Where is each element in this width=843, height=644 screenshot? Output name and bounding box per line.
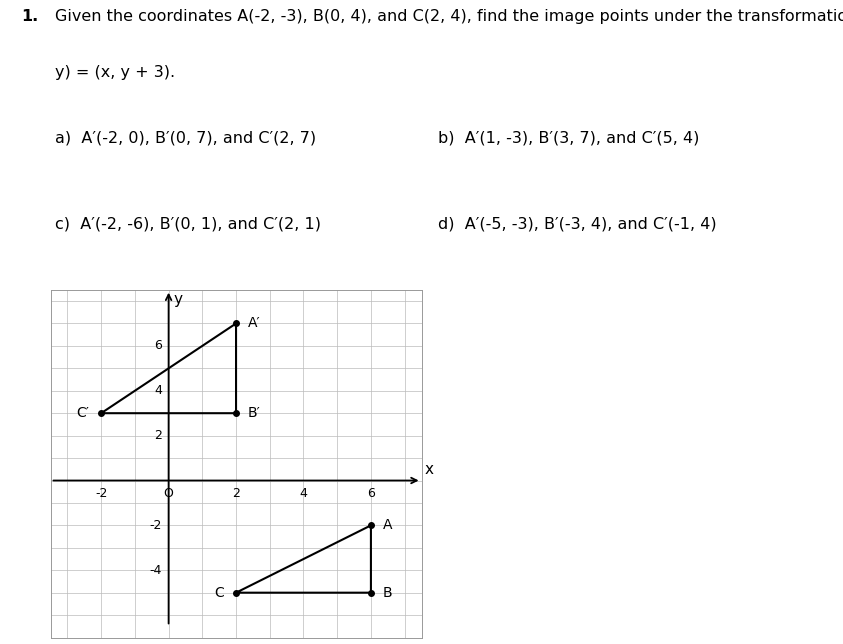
Text: -2: -2 <box>95 488 107 500</box>
Text: B: B <box>383 585 392 600</box>
Text: b)  A′(1, -3), B′(3, 7), and C′(5, 4): b) A′(1, -3), B′(3, 7), and C′(5, 4) <box>438 130 700 146</box>
Text: 4: 4 <box>299 488 308 500</box>
Text: 4: 4 <box>154 384 162 397</box>
Text: c)  A′(-2, -6), B′(0, 1), and C′(2, 1): c) A′(-2, -6), B′(0, 1), and C′(2, 1) <box>55 216 321 231</box>
Text: x: x <box>425 462 434 477</box>
Text: C′: C′ <box>77 406 89 420</box>
Text: -4: -4 <box>149 564 162 577</box>
Text: Given the coordinates A(-2, -3), B(0, 4), and C(2, 4), find the image points und: Given the coordinates A(-2, -3), B(0, 4)… <box>55 9 843 24</box>
Text: 6: 6 <box>367 488 375 500</box>
Text: B′: B′ <box>248 406 260 420</box>
Text: O: O <box>164 488 174 500</box>
Text: d)  A′(-5, -3), B′(-3, 4), and C′(-1, 4): d) A′(-5, -3), B′(-3, 4), and C′(-1, 4) <box>438 216 717 231</box>
Text: 2: 2 <box>154 429 162 442</box>
Text: A′: A′ <box>248 316 260 330</box>
Text: 1.: 1. <box>21 9 38 24</box>
Text: C: C <box>214 585 224 600</box>
Text: -2: -2 <box>149 519 162 532</box>
Text: A: A <box>383 518 392 533</box>
Text: y) = (x, y + 3).: y) = (x, y + 3). <box>55 65 175 80</box>
Text: 6: 6 <box>154 339 162 352</box>
Text: y: y <box>174 292 183 307</box>
Text: 2: 2 <box>232 488 240 500</box>
Text: a)  A′(-2, 0), B′(0, 7), and C′(2, 7): a) A′(-2, 0), B′(0, 7), and C′(2, 7) <box>55 130 316 146</box>
